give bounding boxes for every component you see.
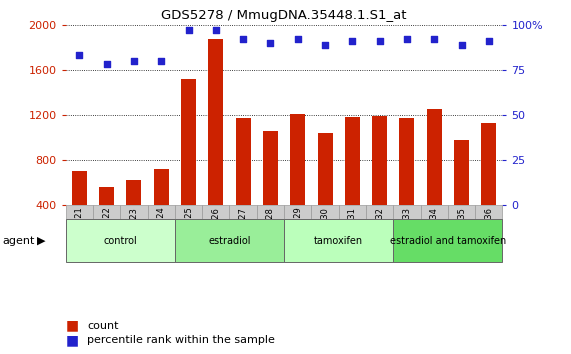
Point (375, 38, 384, 44)
Text: GSM362934: GSM362934 (430, 207, 439, 258)
Bar (66, 205, 93, 219)
Bar (284, 219, 393, 262)
Text: GSM362924: GSM362924 (156, 207, 166, 257)
Bar (72, 171, 87, 205)
Bar (339, 205, 366, 219)
Text: control: control (103, 236, 137, 246)
Title: GDS5278 / MmugDNA.35448.1.S1_at: GDS5278 / MmugDNA.35448.1.S1_at (162, 9, 407, 22)
Bar (175, 205, 202, 219)
Text: percentile rank within the sample: percentile rank within the sample (87, 335, 275, 345)
Point (130, 58, 139, 64)
Point (75, 53, 84, 58)
Text: GSM362923: GSM362923 (130, 207, 138, 258)
Point (403, 36, 412, 42)
Point (484, 38, 493, 44)
Text: agent: agent (3, 236, 35, 246)
Point (156, 58, 166, 64)
Bar (475, 205, 502, 219)
Text: GSM362922: GSM362922 (102, 207, 111, 257)
Bar (448, 205, 475, 219)
Text: GSM362932: GSM362932 (375, 207, 384, 258)
Bar (366, 205, 393, 219)
Text: GSM362933: GSM362933 (403, 207, 412, 258)
Bar (481, 123, 496, 205)
Point (429, 36, 439, 42)
Point (348, 38, 357, 44)
Text: GSM362927: GSM362927 (239, 207, 248, 258)
Point (184, 27, 193, 33)
Bar (393, 205, 421, 219)
Text: GSM362936: GSM362936 (484, 207, 493, 258)
Point (102, 62, 111, 67)
Bar (345, 117, 360, 205)
Bar (284, 205, 311, 219)
Text: tamoxifen: tamoxifen (314, 236, 363, 246)
Point (239, 36, 248, 42)
Bar (454, 140, 469, 205)
Text: ▶: ▶ (37, 236, 46, 246)
Text: ■: ■ (66, 319, 79, 333)
Bar (393, 219, 502, 262)
Bar (236, 119, 251, 205)
Text: ■: ■ (66, 333, 79, 347)
Bar (175, 219, 284, 262)
Bar (208, 39, 223, 205)
Point (211, 27, 220, 33)
Bar (202, 205, 230, 219)
Text: GSM362929: GSM362929 (293, 207, 302, 257)
Text: estradiol and tamoxifen: estradiol and tamoxifen (390, 236, 506, 246)
Bar (181, 79, 196, 205)
Text: GSM362930: GSM362930 (320, 207, 329, 258)
Text: GSM362931: GSM362931 (348, 207, 357, 258)
Text: GSM362928: GSM362928 (266, 207, 275, 258)
Bar (93, 205, 120, 219)
Bar (311, 205, 339, 219)
Text: estradiol: estradiol (208, 236, 251, 246)
Point (266, 40, 275, 46)
Bar (257, 205, 284, 219)
Text: count: count (87, 321, 119, 331)
Bar (120, 205, 147, 219)
Point (320, 42, 329, 47)
Bar (126, 181, 142, 205)
Point (457, 42, 466, 47)
Bar (230, 205, 257, 219)
Bar (317, 133, 332, 205)
Text: GSM362925: GSM362925 (184, 207, 193, 257)
Bar (372, 116, 387, 205)
Text: GSM362935: GSM362935 (457, 207, 466, 258)
Bar (66, 219, 175, 262)
Bar (400, 119, 415, 205)
Bar (421, 205, 448, 219)
Bar (427, 109, 442, 205)
Bar (290, 114, 305, 205)
Bar (147, 205, 175, 219)
Text: GSM362921: GSM362921 (75, 207, 84, 257)
Bar (263, 131, 278, 205)
Bar (154, 169, 168, 205)
Point (293, 36, 302, 42)
Text: GSM362926: GSM362926 (211, 207, 220, 258)
Bar (99, 187, 114, 205)
